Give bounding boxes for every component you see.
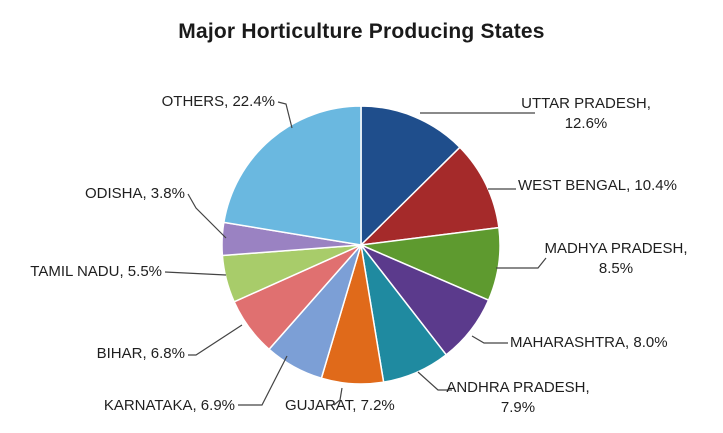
pie-slice-uttar-pradesh — [360, 105, 461, 247]
data-label-uttar-pradesh: UTTAR PRADESH, 12.6% — [521, 95, 651, 132]
leader-line — [333, 387, 343, 406]
leader-line — [417, 371, 452, 391]
leader-line — [188, 324, 243, 356]
chart-title: Major Horticulture Producing States — [178, 20, 545, 43]
data-label-others: OTHERS, 22.4% — [162, 93, 275, 110]
leader-line — [164, 271, 227, 276]
data-label-west-bengal: WEST BENGAL, 10.4% — [518, 177, 677, 194]
leader-line — [277, 101, 293, 129]
pie-slice-others — [222, 105, 362, 246]
data-label-maharashtra: MAHARASHTRA, 8.0% — [510, 334, 668, 351]
data-label-tamil-nadu: TAMIL NADU, 5.5% — [30, 263, 162, 280]
leader-line — [496, 257, 547, 269]
leader-line — [187, 193, 227, 239]
data-label-odisha: ODISHA, 3.8% — [85, 185, 185, 202]
pie-slice-west-bengal — [358, 146, 500, 247]
leader-line — [238, 355, 288, 406]
leader-line — [471, 335, 508, 344]
data-label-andhra-pradesh: ANDHRA PRADESH, 7.9% — [446, 379, 589, 416]
data-label-bihar: BIHAR, 6.8% — [97, 345, 185, 362]
data-label-gujarat: GUJARAT, 7.2% — [285, 397, 395, 414]
data-label-madhya-pradesh: MADHYA PRADESH, 8.5% — [544, 240, 687, 277]
data-label-karnataka: KARNATAKA, 6.9% — [104, 397, 235, 414]
